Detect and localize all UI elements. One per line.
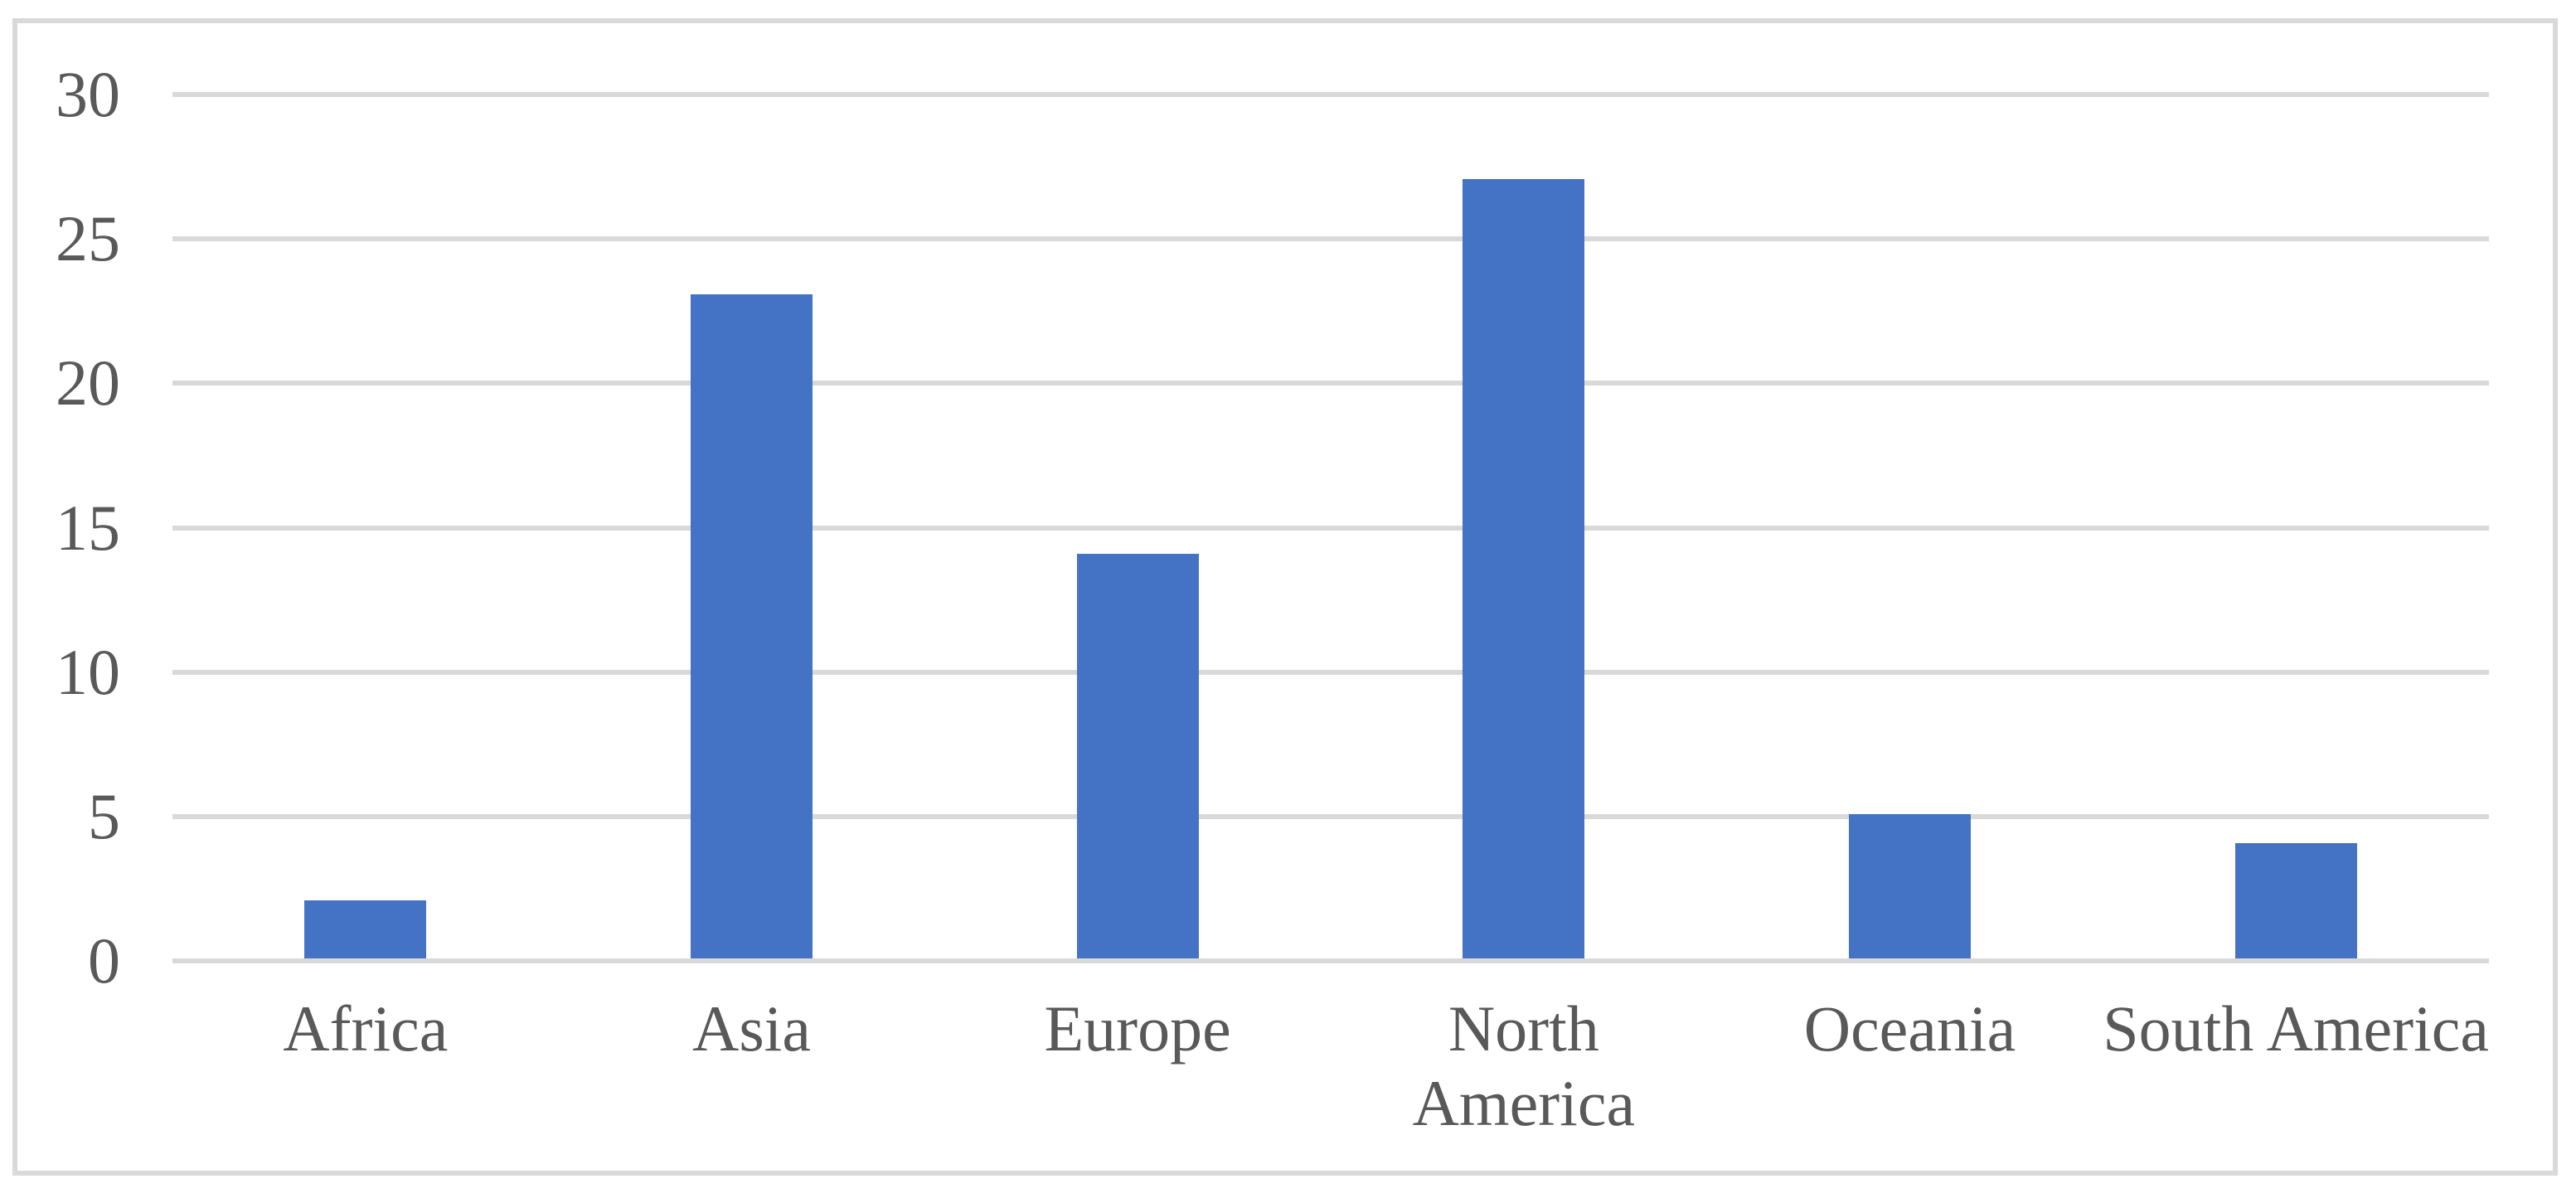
gridline-5 <box>172 813 2489 819</box>
bar-europe <box>1076 554 1199 958</box>
gridline-10 <box>172 669 2489 675</box>
x-axis-label-south-america: South America <box>2103 992 2490 1065</box>
plot-area: 0 5 10 15 20 25 30 Africa Asia Europe North America… <box>17 23 2553 1171</box>
gridline-0 <box>172 958 2489 963</box>
chart-frame: 0 5 10 15 20 25 30 Africa Asia Europe North America… <box>12 18 2558 1176</box>
bar-south-america <box>2234 842 2357 958</box>
y-axis-tick-label-20: 20 <box>56 347 120 420</box>
y-axis-tick-label-15: 15 <box>56 491 120 564</box>
x-axis-label-europe: Europe <box>1044 992 1231 1065</box>
x-axis-label-africa: Africa <box>283 992 449 1065</box>
x-axis-label-oceania: Oceania <box>1803 992 2016 1065</box>
bar-asia <box>691 293 813 958</box>
bar-north-america <box>1463 178 1585 958</box>
x-axis-label-asia: Asia <box>691 992 811 1065</box>
bar-oceania <box>1849 813 1971 958</box>
bar-africa <box>304 900 427 958</box>
gridline-25 <box>172 236 2489 242</box>
y-axis-tick-label-10: 10 <box>56 635 120 708</box>
gridline-15 <box>172 525 2489 531</box>
gridline-30 <box>172 92 2489 97</box>
y-axis-tick-label-30: 30 <box>56 58 120 130</box>
y-axis-tick-label-5: 5 <box>88 779 120 852</box>
y-axis-tick-label-25: 25 <box>56 202 120 275</box>
x-axis-label-north-america: North America <box>1412 992 1636 1139</box>
y-axis-tick-label-0: 0 <box>88 924 120 997</box>
gridline-20 <box>172 381 2489 386</box>
